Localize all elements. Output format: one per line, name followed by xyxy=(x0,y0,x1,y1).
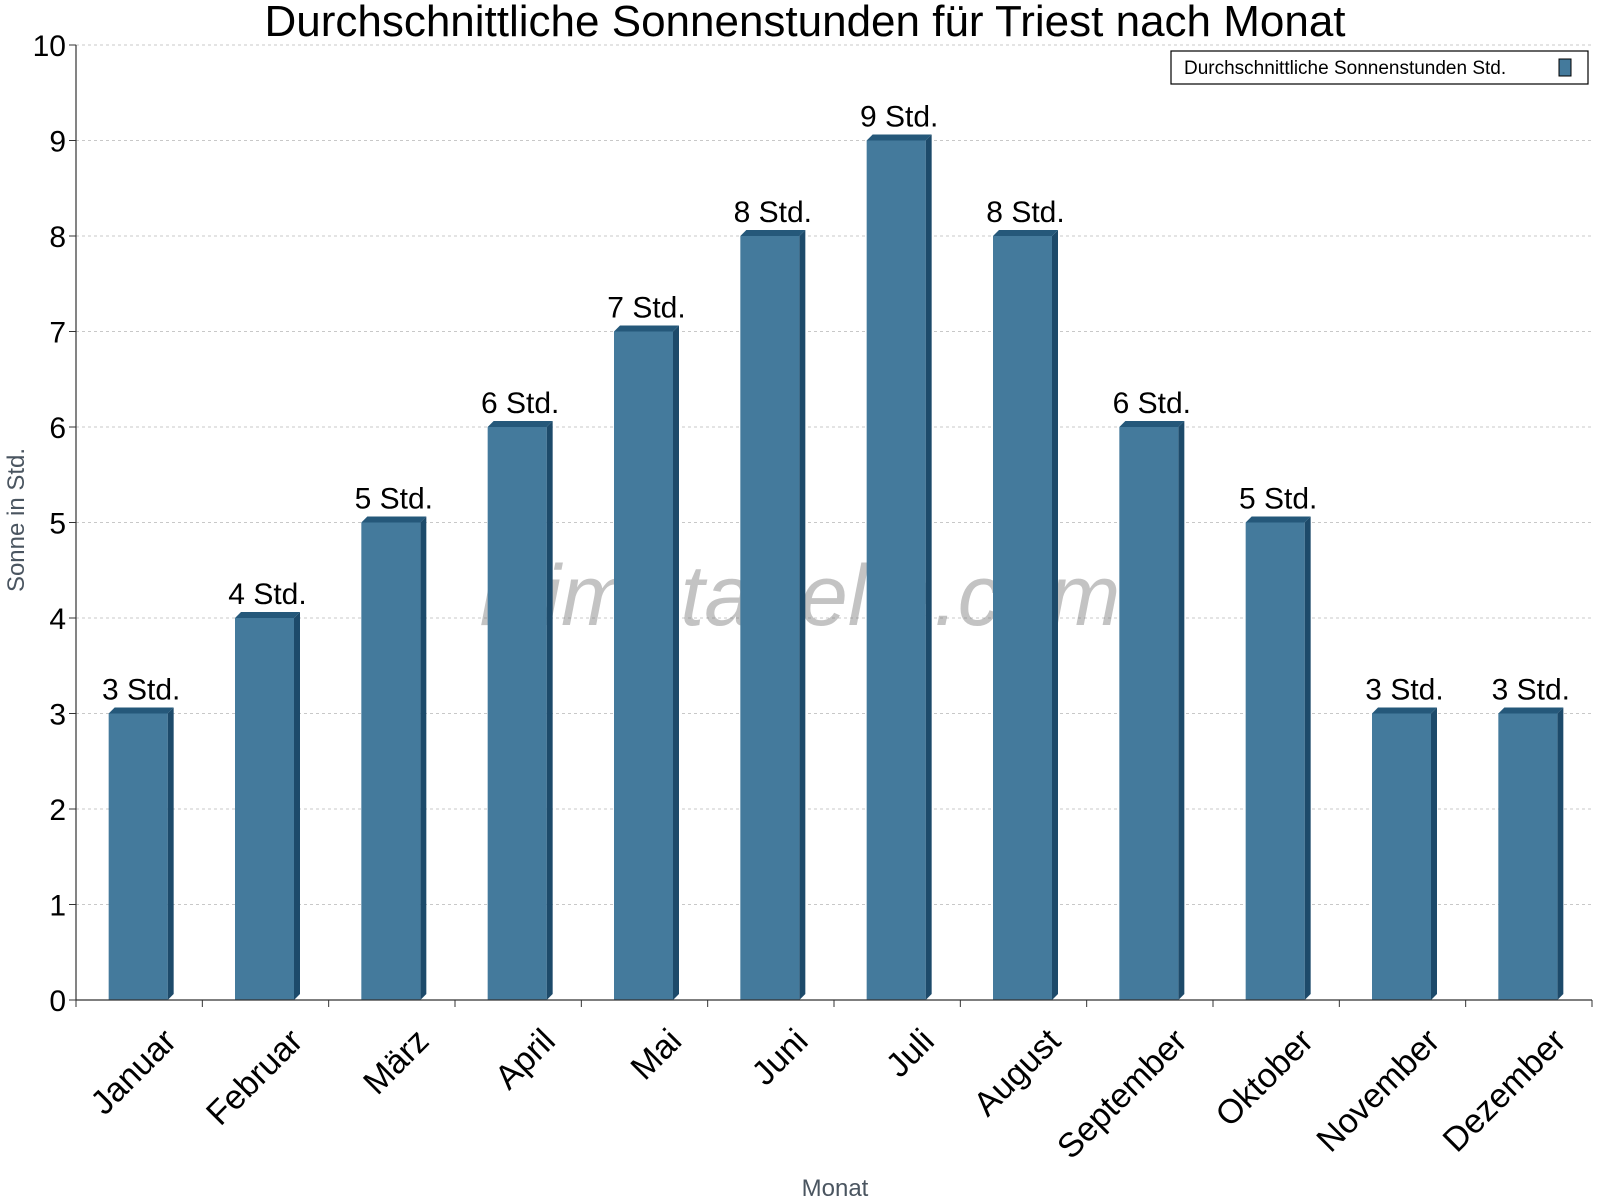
bar-side xyxy=(1431,707,1437,1000)
x-tick-label: November xyxy=(1309,1022,1447,1160)
bar-side xyxy=(294,612,300,1000)
bar xyxy=(614,331,673,1000)
data-label: 8 Std. xyxy=(986,196,1064,229)
bar-top xyxy=(487,421,553,427)
x-tick-label: April xyxy=(488,1022,563,1097)
bar xyxy=(993,236,1052,1000)
bar xyxy=(361,522,421,1000)
bar xyxy=(740,236,800,1000)
bar-oktober xyxy=(1245,516,1311,1000)
x-tick-label: Mai xyxy=(624,1022,690,1088)
bar-top xyxy=(361,516,427,523)
bar-top xyxy=(740,230,806,236)
bar-side xyxy=(1557,707,1564,1000)
bar xyxy=(108,713,168,1000)
chart-title: Durchschnittliche Sonnenstunden für Trie… xyxy=(264,0,1345,46)
data-label: 5 Std. xyxy=(355,483,433,516)
x-axis-label: Monat xyxy=(802,1175,869,1200)
bar-side xyxy=(546,421,553,1000)
y-tick-label: 4 xyxy=(49,603,66,636)
bar-september xyxy=(1119,421,1185,1000)
bar-top xyxy=(1372,707,1437,714)
legend-box xyxy=(1170,50,1589,85)
bars xyxy=(108,134,1564,1000)
bar-top xyxy=(1498,707,1564,714)
grid-lines xyxy=(76,44,1592,905)
bar-top xyxy=(235,612,300,618)
bar-juli xyxy=(866,134,932,1000)
y-tick-label: 5 xyxy=(49,508,66,541)
x-tick-label: Oktober xyxy=(1208,1022,1320,1134)
legend-swatch xyxy=(1558,58,1572,77)
x-tick-label: Juli xyxy=(879,1022,942,1085)
bar xyxy=(487,427,547,1000)
y-tick-label: 0 xyxy=(49,985,66,1018)
y-tick-label: 10 xyxy=(33,30,66,63)
bar-side xyxy=(799,230,806,1000)
bar-april xyxy=(487,421,553,1000)
bar xyxy=(1498,713,1558,1000)
legend-entry: Durchschnittliche Sonnenstunden Std. xyxy=(1184,58,1506,79)
x-tick-label: Dezember xyxy=(1436,1022,1574,1160)
y-tick-label: 3 xyxy=(49,699,66,732)
bar-side xyxy=(1178,421,1185,1000)
bar xyxy=(235,618,294,1000)
y-axis-label: Sonne in Std. xyxy=(3,448,30,592)
y-tick-label: 8 xyxy=(49,221,66,254)
y-tick-label: 7 xyxy=(49,317,66,350)
data-label: 8 Std. xyxy=(734,196,812,229)
x-tick-label: September xyxy=(1050,1022,1194,1166)
bar xyxy=(1245,522,1305,1000)
bar-märz xyxy=(361,516,427,1000)
data-label: 9 Std. xyxy=(860,101,938,134)
bar-side xyxy=(420,516,427,1000)
data-label: 3 Std. xyxy=(1365,674,1443,707)
bar-top xyxy=(108,707,174,714)
bar-juni xyxy=(740,230,806,1000)
data-label: 3 Std. xyxy=(102,674,180,707)
x-tick-label: Januar xyxy=(83,1022,183,1122)
bar-top xyxy=(866,134,932,141)
bar-side xyxy=(673,325,679,1000)
bar-top xyxy=(614,325,679,332)
bar-top xyxy=(1119,421,1185,427)
y-tick-label: 9 xyxy=(49,126,66,159)
data-label: 6 Std. xyxy=(481,387,559,420)
y-tick-label: 2 xyxy=(49,794,66,827)
bar-side xyxy=(167,707,174,1000)
bar-side xyxy=(1304,516,1311,1000)
bar xyxy=(1372,713,1431,1000)
bar xyxy=(866,140,926,1000)
bar-februar xyxy=(235,612,300,1000)
bar-side xyxy=(1052,230,1058,1000)
bar-top xyxy=(1245,516,1311,523)
bar-mai xyxy=(614,325,679,1000)
data-label: 3 Std. xyxy=(1492,674,1570,707)
bar-side xyxy=(925,134,932,1000)
bar-november xyxy=(1372,707,1437,1000)
x-tick-label: Juni xyxy=(744,1022,815,1093)
y-tick-label: 1 xyxy=(49,890,66,923)
data-label: 4 Std. xyxy=(228,578,306,611)
data-label: 7 Std. xyxy=(607,292,685,325)
value-labels: 3 Std. 4 Std. 5 Std. 6 Std. 7 Std. 8 Std. 9 St… xyxy=(102,101,1570,707)
x-tick-label: August xyxy=(966,1021,1068,1123)
bar-januar xyxy=(108,707,174,1000)
y-tick-label: 6 xyxy=(49,412,66,445)
bar xyxy=(1119,427,1179,1000)
x-tick-label: Februar xyxy=(199,1022,310,1133)
x-tick-label: März xyxy=(356,1022,436,1102)
bar-top xyxy=(993,230,1058,236)
bar-dezember xyxy=(1498,707,1564,1000)
legend: Durchschnittliche Sonnenstunden Std. xyxy=(1170,50,1589,85)
data-label: 5 Std. xyxy=(1239,483,1317,516)
data-label: 6 Std. xyxy=(1113,387,1191,420)
bar-august xyxy=(993,230,1058,1000)
